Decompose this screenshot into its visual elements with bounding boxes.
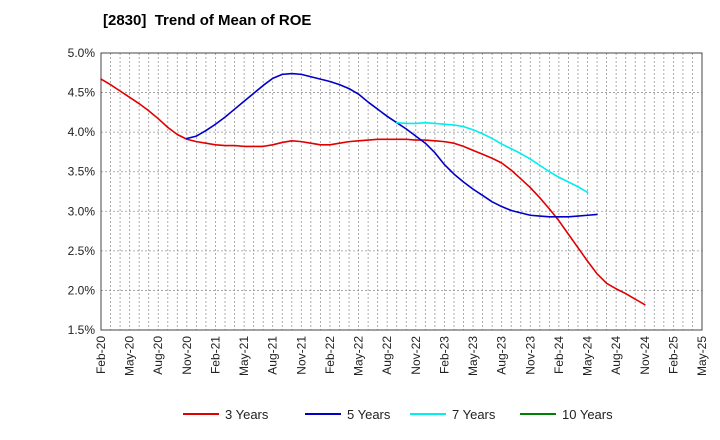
x-tick-label: Feb-20 [94, 336, 108, 374]
x-tick-label: Feb-24 [552, 336, 566, 374]
y-tick-label: 2.0% [68, 283, 96, 297]
x-tick-label: Feb-21 [208, 336, 222, 374]
x-tick-label: Feb-25 [666, 336, 680, 374]
series-line-0 [100, 78, 646, 306]
y-tick-label: 3.5% [68, 165, 96, 179]
x-tick-label: Aug-23 [495, 336, 509, 375]
grid-lines [101, 53, 702, 330]
y-tick-label: 4.5% [68, 86, 96, 100]
y-tick-label: 4.0% [68, 125, 96, 139]
x-tick-label: Nov-21 [294, 336, 308, 375]
x-tick-label: Aug-22 [380, 336, 394, 375]
series-line-2 [395, 121, 589, 194]
y-axis: 1.5% 2.0% 2.5% 3.0% 3.5% 4.0% 4.5% 5.0% [68, 46, 96, 337]
x-tick-label: Nov-24 [638, 336, 652, 375]
legend-label-2: 7 Years [452, 407, 496, 422]
x-tick-label: May-20 [123, 336, 137, 376]
x-tick-label: May-25 [695, 336, 709, 376]
y-tick-label: 2.5% [68, 244, 96, 258]
series-line-1 [186, 72, 598, 218]
x-axis: Feb-20 May-20 Aug-20 Nov-20 Feb-21 May-21 Aug-… [94, 336, 709, 376]
y-tick-label: 5.0% [68, 46, 96, 60]
x-tick-label: Aug-21 [266, 336, 280, 375]
legend-label-1: 5 Years [347, 407, 391, 422]
x-tick-label: Aug-24 [609, 336, 623, 375]
x-tick-label: May-21 [237, 336, 251, 376]
x-tick-label: Nov-20 [180, 336, 194, 375]
legend-label-3: 10 Years [562, 407, 613, 422]
x-tick-label: May-24 [581, 336, 595, 376]
chart-title: [2830] Trend of Mean of ROE [103, 12, 312, 29]
x-tick-label: Aug-20 [151, 336, 165, 375]
x-tick-label: Feb-22 [323, 336, 337, 374]
plot-area [100, 52, 703, 331]
series-layer [100, 72, 646, 306]
y-tick-label: 1.5% [68, 323, 96, 337]
legend: 3 Years 5 Years 7 Years 10 Years [183, 407, 613, 422]
x-tick-label: May-23 [466, 336, 480, 376]
x-tick-label: Nov-23 [523, 336, 537, 375]
x-tick-label: Feb-23 [437, 336, 451, 374]
y-tick-label: 3.0% [68, 204, 96, 218]
x-tick-label: Nov-22 [409, 336, 423, 375]
x-tick-label: May-22 [352, 336, 366, 376]
legend-label-0: 3 Years [225, 407, 269, 422]
